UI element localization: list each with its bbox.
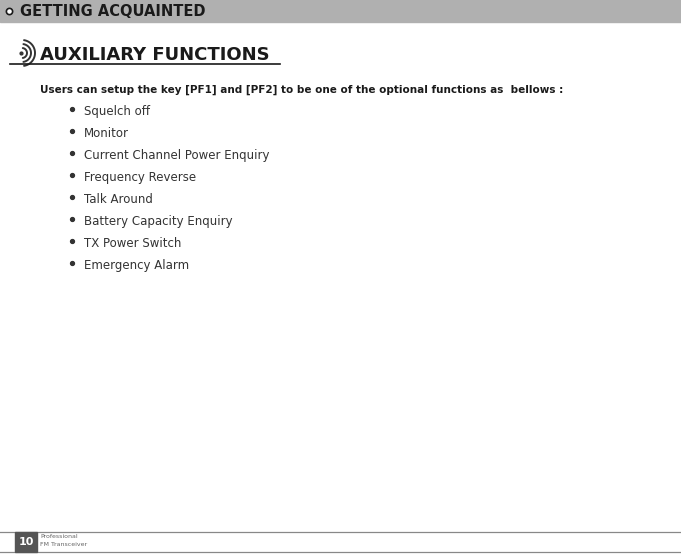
Text: Talk Around: Talk Around xyxy=(84,193,153,206)
Text: FM Transceiver: FM Transceiver xyxy=(40,542,87,547)
Text: Emergency Alarm: Emergency Alarm xyxy=(84,259,189,272)
Bar xyxy=(15,532,37,552)
Bar xyxy=(0,0,681,22)
Text: AUXILIARY FUNCTIONS: AUXILIARY FUNCTIONS xyxy=(40,46,270,64)
Text: Monitor: Monitor xyxy=(84,127,129,140)
Text: Professional: Professional xyxy=(40,534,78,539)
Text: Users can setup the key [PF1] and [PF2] to be one of the optional functions as  : Users can setup the key [PF1] and [PF2] … xyxy=(40,85,563,95)
Text: TX Power Switch: TX Power Switch xyxy=(84,237,181,250)
Text: GETTING ACQUAINTED: GETTING ACQUAINTED xyxy=(20,3,206,18)
Text: Frequency Reverse: Frequency Reverse xyxy=(84,171,196,184)
Text: Squelch off: Squelch off xyxy=(84,105,150,118)
Text: Current Channel Power Enquiry: Current Channel Power Enquiry xyxy=(84,149,270,162)
Text: 10: 10 xyxy=(18,537,33,547)
Text: Battery Capacity Enquiry: Battery Capacity Enquiry xyxy=(84,215,233,228)
